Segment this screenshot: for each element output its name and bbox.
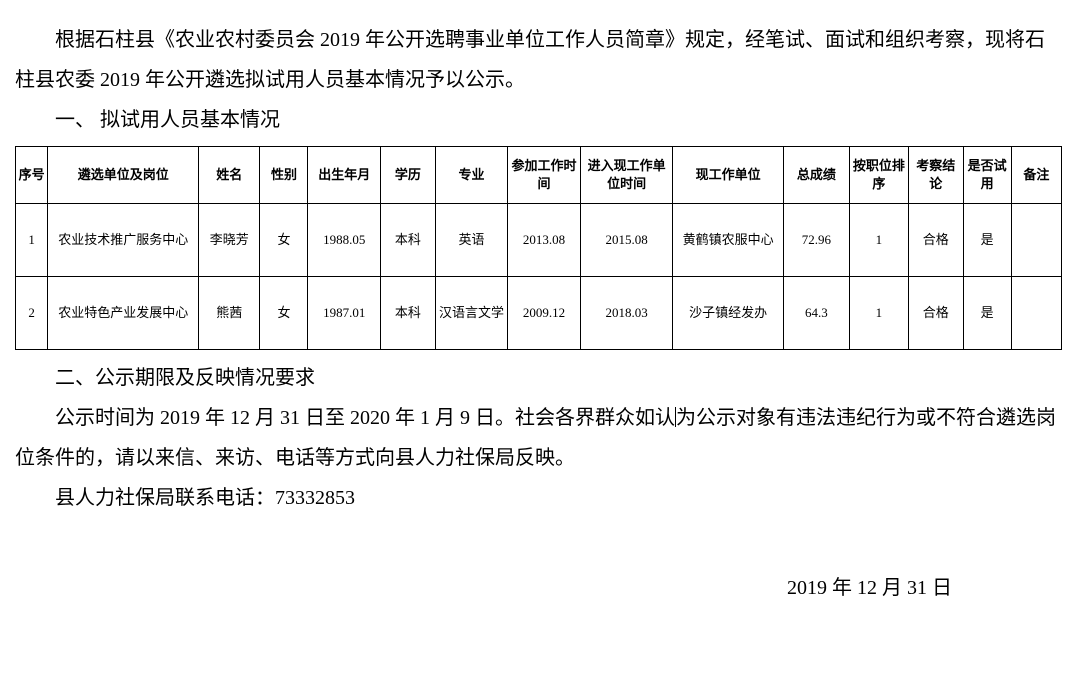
table-cell bbox=[1011, 204, 1061, 277]
table-cell: 农业技术推广服务中心 bbox=[48, 204, 199, 277]
table-header-cell: 出生年月 bbox=[308, 147, 381, 204]
table-cell: 2013.08 bbox=[508, 204, 581, 277]
table-cell: 1988.05 bbox=[308, 204, 381, 277]
table-cell: 2 bbox=[16, 277, 48, 350]
table-cell: 1 bbox=[16, 204, 48, 277]
table-header-cell: 考察结论 bbox=[908, 147, 963, 204]
table-cell: 2009.12 bbox=[508, 277, 581, 350]
intro-paragraph: 根据石柱县《农业农村委员会 2019 年公开选聘事业单位工作人员简章》规定，经笔… bbox=[15, 20, 1062, 100]
table-header-cell: 总成绩 bbox=[783, 147, 849, 204]
table-header-cell: 参加工作时间 bbox=[508, 147, 581, 204]
publish-date: 2019 年 12 月 31 日 bbox=[15, 568, 1062, 608]
table-row: 2农业特色产业发展中心熊茜女1987.01本科汉语言文学2009.122018.… bbox=[16, 277, 1062, 350]
table-cell bbox=[1011, 277, 1061, 350]
table-cell: 1 bbox=[849, 204, 908, 277]
table-header-cell: 是否试用 bbox=[963, 147, 1011, 204]
table-cell: 1 bbox=[849, 277, 908, 350]
table-cell: 农业特色产业发展中心 bbox=[48, 277, 199, 350]
table-cell: 72.96 bbox=[783, 204, 849, 277]
table-cell: 2018.03 bbox=[580, 277, 673, 350]
table-cell: 沙子镇经发办 bbox=[673, 277, 784, 350]
table-cell: 熊茜 bbox=[199, 277, 260, 350]
notice-paragraph: 公示时间为 2019 年 12 月 31 日至 2020 年 1 月 9 日。社… bbox=[15, 398, 1062, 478]
table-cell: 是 bbox=[963, 277, 1011, 350]
table-header-cell: 现工作单位 bbox=[673, 147, 784, 204]
table-header-cell: 进入现工作单位时间 bbox=[580, 147, 673, 204]
table-header-cell: 专业 bbox=[435, 147, 508, 204]
table-header-cell: 序号 bbox=[16, 147, 48, 204]
table-cell: 合格 bbox=[908, 277, 963, 350]
table-header-cell: 备注 bbox=[1011, 147, 1061, 204]
table-cell: 李晓芳 bbox=[199, 204, 260, 277]
table-cell: 合格 bbox=[908, 204, 963, 277]
candidates-table: 序号遴选单位及岗位姓名性别出生年月学历专业参加工作时间进入现工作单位时间现工作单… bbox=[15, 146, 1062, 350]
table-header-cell: 遴选单位及岗位 bbox=[48, 147, 199, 204]
table-header-cell: 性别 bbox=[260, 147, 308, 204]
contact-paragraph: 县人力社保局联系电话：73332853 bbox=[15, 478, 1062, 518]
table-cell: 64.3 bbox=[783, 277, 849, 350]
table-cell: 英语 bbox=[435, 204, 508, 277]
table-cell: 女 bbox=[260, 204, 308, 277]
table-row: 1农业技术推广服务中心李晓芳女1988.05本科英语2013.082015.08… bbox=[16, 204, 1062, 277]
table-cell: 1987.01 bbox=[308, 277, 381, 350]
table-cell: 女 bbox=[260, 277, 308, 350]
notice-text-a: 公示时间为 2019 年 12 月 31 日至 2020 年 1 月 9 日。社… bbox=[55, 407, 675, 429]
table-cell: 本科 bbox=[381, 277, 436, 350]
table-header-cell: 按职位排序 bbox=[849, 147, 908, 204]
text-cursor bbox=[675, 407, 676, 427]
table-cell: 汉语言文学 bbox=[435, 277, 508, 350]
table-cell: 2015.08 bbox=[580, 204, 673, 277]
section-2-heading: 二、公示期限及反映情况要求 bbox=[15, 358, 1062, 398]
table-header-cell: 姓名 bbox=[199, 147, 260, 204]
table-cell: 是 bbox=[963, 204, 1011, 277]
table-header-row: 序号遴选单位及岗位姓名性别出生年月学历专业参加工作时间进入现工作单位时间现工作单… bbox=[16, 147, 1062, 204]
table-cell: 黄鹤镇农服中心 bbox=[673, 204, 784, 277]
table-cell: 本科 bbox=[381, 204, 436, 277]
table-header-cell: 学历 bbox=[381, 147, 436, 204]
section-1-heading: 一、 拟试用人员基本情况 bbox=[15, 100, 1062, 140]
